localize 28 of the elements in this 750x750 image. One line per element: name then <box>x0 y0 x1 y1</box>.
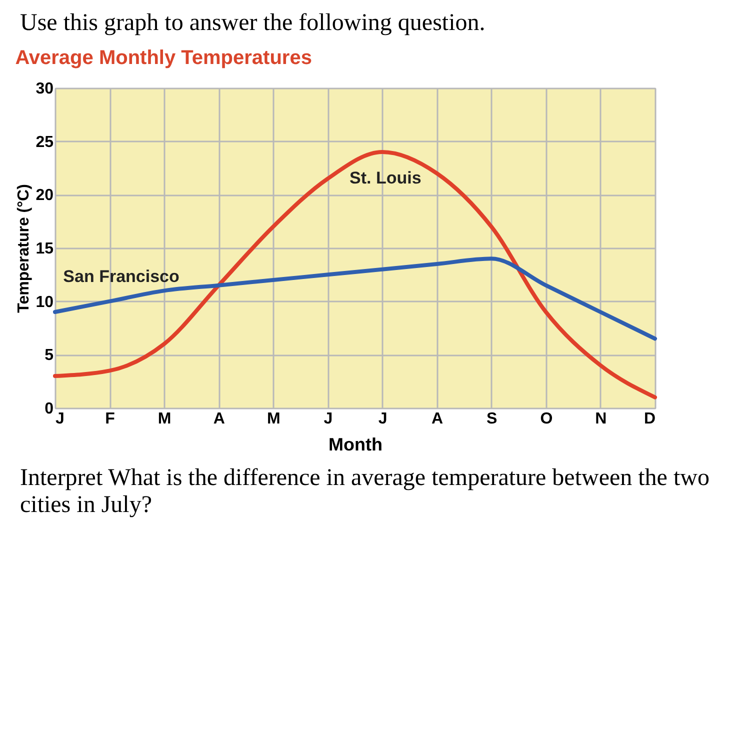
x-tick-label: D <box>644 410 656 428</box>
x-tick-label: O <box>540 410 553 428</box>
x-tick-label: S <box>486 410 498 428</box>
x-tick-label: M <box>158 410 172 428</box>
x-tick-label: N <box>595 410 607 428</box>
x-tick-label: J <box>324 410 333 428</box>
y-tick-label: 10 <box>36 294 54 311</box>
x-tick-label: F <box>105 410 116 428</box>
series-label: St. Louis <box>350 168 422 188</box>
y-tick-label: 20 <box>36 187 54 204</box>
chart-title: Average Monthly Temperatures <box>15 47 312 69</box>
x-tick-label: J <box>378 410 388 428</box>
x-tick-label: A <box>432 410 444 428</box>
text: Interpret What is the difference in average temperature between the two cities in July? <box>20 465 710 519</box>
y-tick-label: 15 <box>36 240 54 258</box>
y-tick-label: 25 <box>36 134 54 151</box>
x-tick-label: A <box>213 410 226 428</box>
y-tick-label: 5 <box>44 347 54 364</box>
series-label: San Francisco <box>63 266 180 286</box>
x-tick-label: J <box>56 410 64 428</box>
line-series <box>53 256 657 341</box>
y-axis-title: Temperature (°C) <box>16 184 33 313</box>
y-tick-label: 30 <box>36 80 54 98</box>
x-axis-title: Month <box>328 434 382 454</box>
y-tick-label: 0 <box>44 400 54 418</box>
x-tick-label: M <box>267 410 280 428</box>
line-series <box>53 150 657 400</box>
text: Use this graph to answer the following question. <box>20 10 486 37</box>
